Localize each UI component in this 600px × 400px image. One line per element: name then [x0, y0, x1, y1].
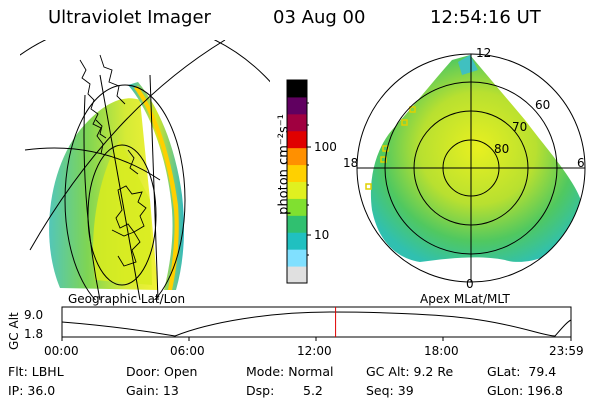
geographic-panel-label: Geographic Lat/Lon — [68, 292, 186, 306]
altitude-timeline — [61, 306, 572, 341]
colorbar-unit-label: photon cm⁻²s⁻¹ — [276, 114, 292, 215]
mlt-label-6: 6 — [577, 156, 585, 170]
polar-emission — [370, 55, 585, 262]
colorbar-segment — [287, 164, 307, 182]
flt-info: Flt: LBHL — [8, 364, 64, 379]
gc-alt-info: GC Alt: 9.2 Re — [366, 364, 454, 379]
dsp-label: Dsp: — [246, 383, 275, 398]
dsp-value: 5.2 — [303, 383, 323, 398]
colorbar-segment — [287, 96, 307, 115]
mlat-label-70: 70 — [512, 120, 528, 134]
seq-info: Seq: 39 — [366, 383, 414, 398]
date-label: 03 Aug 00 — [273, 7, 366, 28]
colorbar-segment — [287, 232, 307, 250]
timeline-xtick-1800: 18:00 — [424, 344, 459, 358]
timeline-xtick-0600: 06:00 — [170, 344, 205, 358]
colorbar-tick-100: 100 — [314, 140, 337, 154]
timeline-ytick-high: 9.0 — [24, 308, 44, 322]
colorbar-tick-10: 10 — [314, 228, 330, 242]
auroral-arc-core — [134, 86, 179, 290]
colorbar — [286, 79, 308, 284]
colorbar-segment — [287, 113, 307, 132]
colorbar-segment — [287, 249, 307, 267]
colorbar-segment — [287, 80, 307, 98]
timeline-xtick-0000: 00:00 — [44, 344, 79, 358]
mlt-label-0: 0 — [466, 277, 474, 291]
glon-info: GLon: 196.8 — [487, 383, 563, 398]
colorbar-segment — [287, 266, 307, 284]
door-info: Door: Open — [126, 364, 198, 379]
timeline-ytick-low: 1.8 — [24, 327, 44, 341]
colorbar-segment — [287, 215, 307, 233]
mlat-label-60: 60 — [535, 98, 551, 112]
ip-info: IP: 36.0 — [8, 383, 56, 398]
geographic-panel — [20, 40, 270, 300]
mode-info: Mode: Normal — [246, 364, 334, 379]
colorbar-segment — [287, 181, 307, 199]
altitude-curve — [61, 311, 572, 337]
timeline-axis-label-text: GC Alt — [7, 312, 21, 350]
instrument-title: Ultraviolet Imager — [48, 7, 211, 28]
earth-emission-inner — [92, 140, 152, 285]
mlt-label-12: 12 — [476, 46, 492, 60]
glat-info: GLat: 79.4 — [487, 364, 557, 379]
colorbar-segment — [287, 130, 307, 149]
timeline-xtick-2359: 23:59 — [549, 344, 584, 358]
polar-panel-label: Apex MLat/MLT — [420, 292, 510, 306]
time-label: 12:54:16 UT — [430, 7, 541, 28]
mlat-label-80: 80 — [494, 142, 510, 156]
colorbar-frame — [286, 79, 308, 284]
timeline-xtick-1200: 12:00 — [297, 344, 332, 358]
colorbar-segment — [287, 147, 307, 166]
polar-panel — [356, 53, 586, 283]
gain-info: Gain: 13 — [126, 383, 179, 398]
colorbar-segment — [287, 198, 307, 216]
mlt-label-18: 18 — [343, 156, 359, 170]
